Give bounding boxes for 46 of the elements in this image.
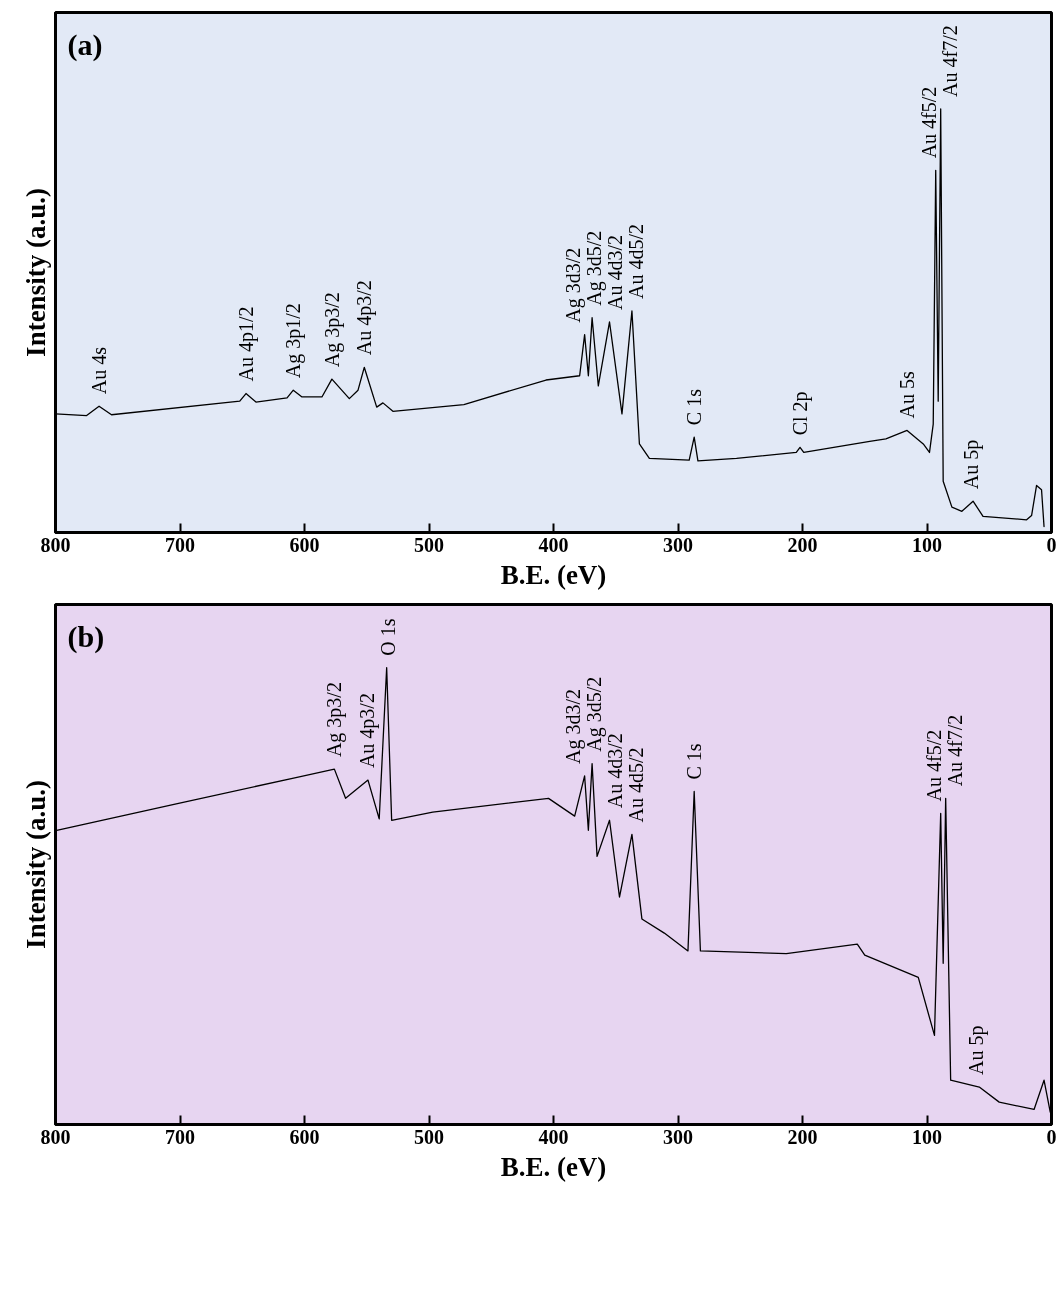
annotation: Ag 3d3/2 [562,688,586,764]
x-tick-label: 100 [912,533,942,556]
annotation: Au 4p3/2 [355,693,379,769]
y-axis-title: Intensity (a.u.) [20,780,51,949]
annotation: Au 4p3/2 [353,280,377,356]
x-tick-label: 600 [289,533,320,556]
annotation: Au 5p [965,1025,989,1076]
x-tick-label: 500 [414,533,444,556]
x-tick-label: 700 [165,533,195,556]
annotation: Ag 3p3/2 [320,292,344,368]
annotation: O 1s [376,618,399,656]
annotation: Au 4d5/2 [625,223,648,299]
y-axis-title: Intensity (a.u.) [20,188,51,357]
x-tick-label: 800 [40,1125,71,1148]
annotation: C 1s [683,388,706,426]
annotation: Cl 2p [789,391,813,436]
annotation: Au 4f5/2 [923,729,946,802]
x-tick-label: 800 [40,533,71,556]
annotation: Au 5s [896,370,919,419]
annotation: Au 4f7/2 [944,714,967,787]
x-axis-title: B.E. (eV) [500,1151,607,1182]
x-tick-label: 700 [165,1125,195,1148]
x-tick-label: 200 [787,533,818,556]
annotation: Ag 3d3/2 [562,247,586,323]
chart-title: (b) [67,619,105,654]
x-tick-label: 0 [1046,533,1057,556]
chart-title: (a) [67,27,103,62]
x-tick-label: 0 [1046,1125,1057,1148]
x-tick-label: 100 [912,1125,942,1148]
x-tick-label: 300 [663,1125,693,1148]
annotation: Au 4f5/2 [917,86,940,159]
x-axis-title: B.E. (eV) [500,559,607,590]
annotation: Au 4f7/2 [938,25,961,97]
annotation: Ag 3p1/2 [282,303,306,379]
x-tick-label: 200 [787,1125,818,1148]
x-tick-label: 400 [538,1125,569,1148]
x-tick-label: 500 [414,1125,444,1148]
annotation: Au 5p [959,439,983,490]
annotation: Au 4d5/2 [625,747,648,823]
x-tick-label: 300 [663,533,693,556]
annotation: Au 4p1/2 [234,306,258,382]
annotation: Au 4s [88,346,111,395]
annotation: C 1s [683,743,706,780]
x-tick-label: 600 [289,1125,320,1148]
annotation: Ag 3p3/2 [323,682,347,758]
x-tick-label: 400 [538,533,569,556]
